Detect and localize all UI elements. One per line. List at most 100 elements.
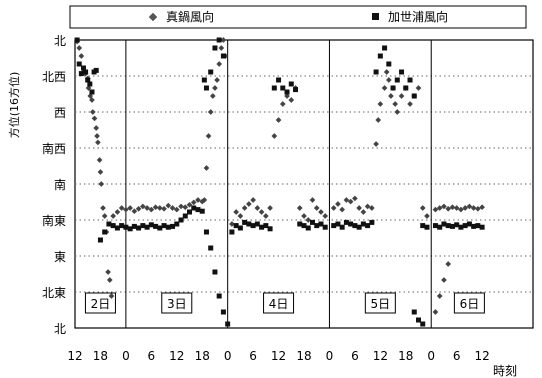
point-manabe: [383, 69, 390, 75]
point-manabe: [214, 77, 220, 83]
point-kasaura: [369, 219, 375, 225]
point-manabe: [263, 213, 269, 219]
point-manabe: [140, 203, 146, 210]
point-kasaura: [454, 222, 460, 228]
day-label: 6日: [460, 297, 480, 311]
point-kasaura: [83, 69, 89, 75]
point-manabe: [335, 201, 341, 207]
point-kasaura: [471, 223, 477, 229]
point-manabe: [296, 205, 303, 211]
point-manabe: [436, 293, 443, 299]
point-manabe: [165, 202, 172, 209]
point-kasaura: [271, 85, 277, 91]
point-manabe: [250, 197, 256, 203]
point-manabe: [93, 125, 100, 131]
point-kasaura: [250, 223, 256, 229]
point-manabe: [377, 101, 384, 107]
point-manabe: [108, 293, 115, 299]
point-manabe: [203, 165, 210, 171]
point-kasaura: [208, 245, 214, 251]
point-manabe: [369, 205, 375, 211]
point-kasaura: [331, 223, 337, 229]
data-points: [74, 37, 485, 327]
point-manabe: [470, 205, 477, 211]
x-tick-label: 6: [148, 349, 156, 363]
legend-label-1: 真鍋風向: [166, 9, 214, 24]
point-kasaura: [89, 89, 95, 95]
day-label-box: [161, 292, 193, 314]
point-kasaura: [466, 221, 472, 227]
point-manabe: [209, 93, 216, 99]
point-manabe: [373, 141, 379, 147]
point-manabe: [212, 85, 218, 91]
point-kasaura: [462, 223, 468, 229]
point-manabe: [388, 93, 394, 99]
point-manabe: [123, 206, 129, 213]
point-kasaura: [187, 209, 192, 215]
point-kasaura: [335, 221, 341, 227]
point-kasaura: [208, 69, 214, 75]
point-kasaura: [161, 223, 167, 229]
point-manabe: [178, 203, 184, 210]
point-kasaura: [195, 207, 201, 213]
point-manabe: [275, 117, 282, 123]
point-kasaura: [76, 61, 82, 67]
y-tick-label: 西: [54, 106, 66, 120]
point-manabe: [339, 206, 345, 213]
point-kasaura: [373, 69, 379, 75]
point-kasaura: [267, 226, 273, 232]
point-kasaura: [475, 223, 481, 229]
point-manabe: [343, 197, 350, 203]
x-tick-label: 18: [93, 349, 108, 363]
point-kasaura: [280, 85, 286, 91]
point-manabe: [173, 206, 180, 213]
point-manabe: [169, 205, 176, 211]
point-manabe: [432, 206, 439, 213]
point-manabe: [394, 109, 401, 115]
point-manabe: [186, 201, 193, 208]
day-label: 4日: [269, 297, 289, 311]
y-tick-label: 東: [54, 250, 66, 264]
point-manabe: [201, 197, 208, 203]
day-label-box: [84, 292, 116, 314]
point-kasaura: [220, 309, 226, 315]
point-manabe: [144, 205, 150, 211]
legend-label-2: 加世浦風向: [388, 9, 448, 24]
point-manabe: [101, 213, 108, 219]
point-kasaura: [153, 223, 159, 229]
day-label-box: [453, 292, 485, 314]
x-tick-label: 6: [453, 349, 461, 363]
point-kasaura: [229, 229, 235, 235]
y-tick-label: 北東: [42, 286, 66, 300]
point-manabe: [445, 205, 452, 212]
point-kasaura: [78, 71, 84, 77]
point-kasaura: [314, 223, 320, 229]
day-label: 5日: [371, 297, 391, 311]
point-kasaura: [85, 77, 91, 83]
point-kasaura: [458, 224, 464, 230]
point-kasaura: [110, 223, 116, 229]
point-kasaura: [114, 225, 120, 231]
point-kasaura: [382, 45, 388, 51]
point-manabe: [241, 205, 248, 211]
point-manabe: [110, 213, 116, 219]
point-kasaura: [411, 309, 417, 315]
point-kasaura: [191, 205, 197, 211]
point-kasaura: [225, 321, 231, 327]
point-manabe: [432, 309, 439, 315]
point-kasaura: [131, 223, 137, 229]
day-labels: 2日 3日 4日 5日 6日: [84, 292, 485, 314]
point-manabe: [385, 77, 392, 83]
point-manabe: [94, 133, 100, 139]
point-manabe: [392, 101, 399, 107]
x-tick-label: 18: [195, 349, 210, 363]
point-manabe: [313, 205, 320, 211]
x-tick-label: 0: [224, 349, 232, 363]
point-manabe: [267, 205, 273, 211]
point-kasaura: [259, 224, 265, 230]
point-manabe: [419, 205, 426, 211]
y-tick-label: 南: [54, 177, 66, 192]
y-tick-label: 南西: [42, 141, 66, 156]
